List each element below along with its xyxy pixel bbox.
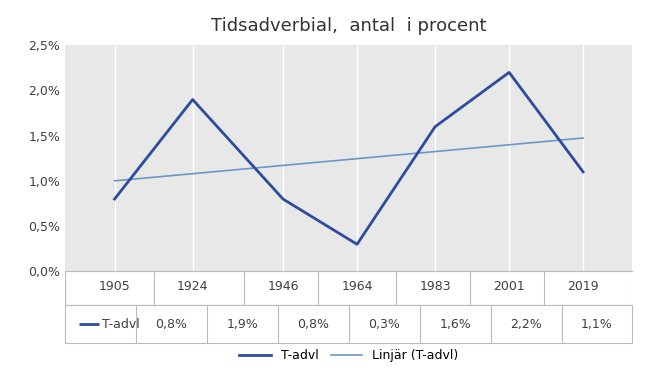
Text: 2019: 2019 [567, 280, 599, 293]
Text: 1,6%: 1,6% [439, 318, 471, 331]
Text: 2,2%: 2,2% [511, 318, 542, 331]
Text: 1924: 1924 [177, 280, 209, 293]
Title: Tidsadverbial,  antal  i procent: Tidsadverbial, antal i procent [211, 17, 486, 35]
Text: 1905: 1905 [98, 280, 130, 293]
FancyBboxPatch shape [65, 305, 632, 343]
Legend: T-advl, Linjär (T-advl): T-advl, Linjär (T-advl) [234, 344, 464, 367]
Text: 1964: 1964 [341, 280, 373, 293]
Text: 2001: 2001 [494, 280, 525, 293]
Text: 0,8%: 0,8% [297, 318, 329, 331]
Text: 0,3%: 0,3% [368, 318, 400, 331]
Text: 1,1%: 1,1% [581, 318, 613, 331]
Text: T-advl: T-advl [102, 318, 140, 331]
Text: 1946: 1946 [267, 280, 299, 293]
Text: 0,8%: 0,8% [156, 318, 188, 331]
Text: 1,9%: 1,9% [227, 318, 258, 331]
Text: 1983: 1983 [419, 280, 451, 293]
